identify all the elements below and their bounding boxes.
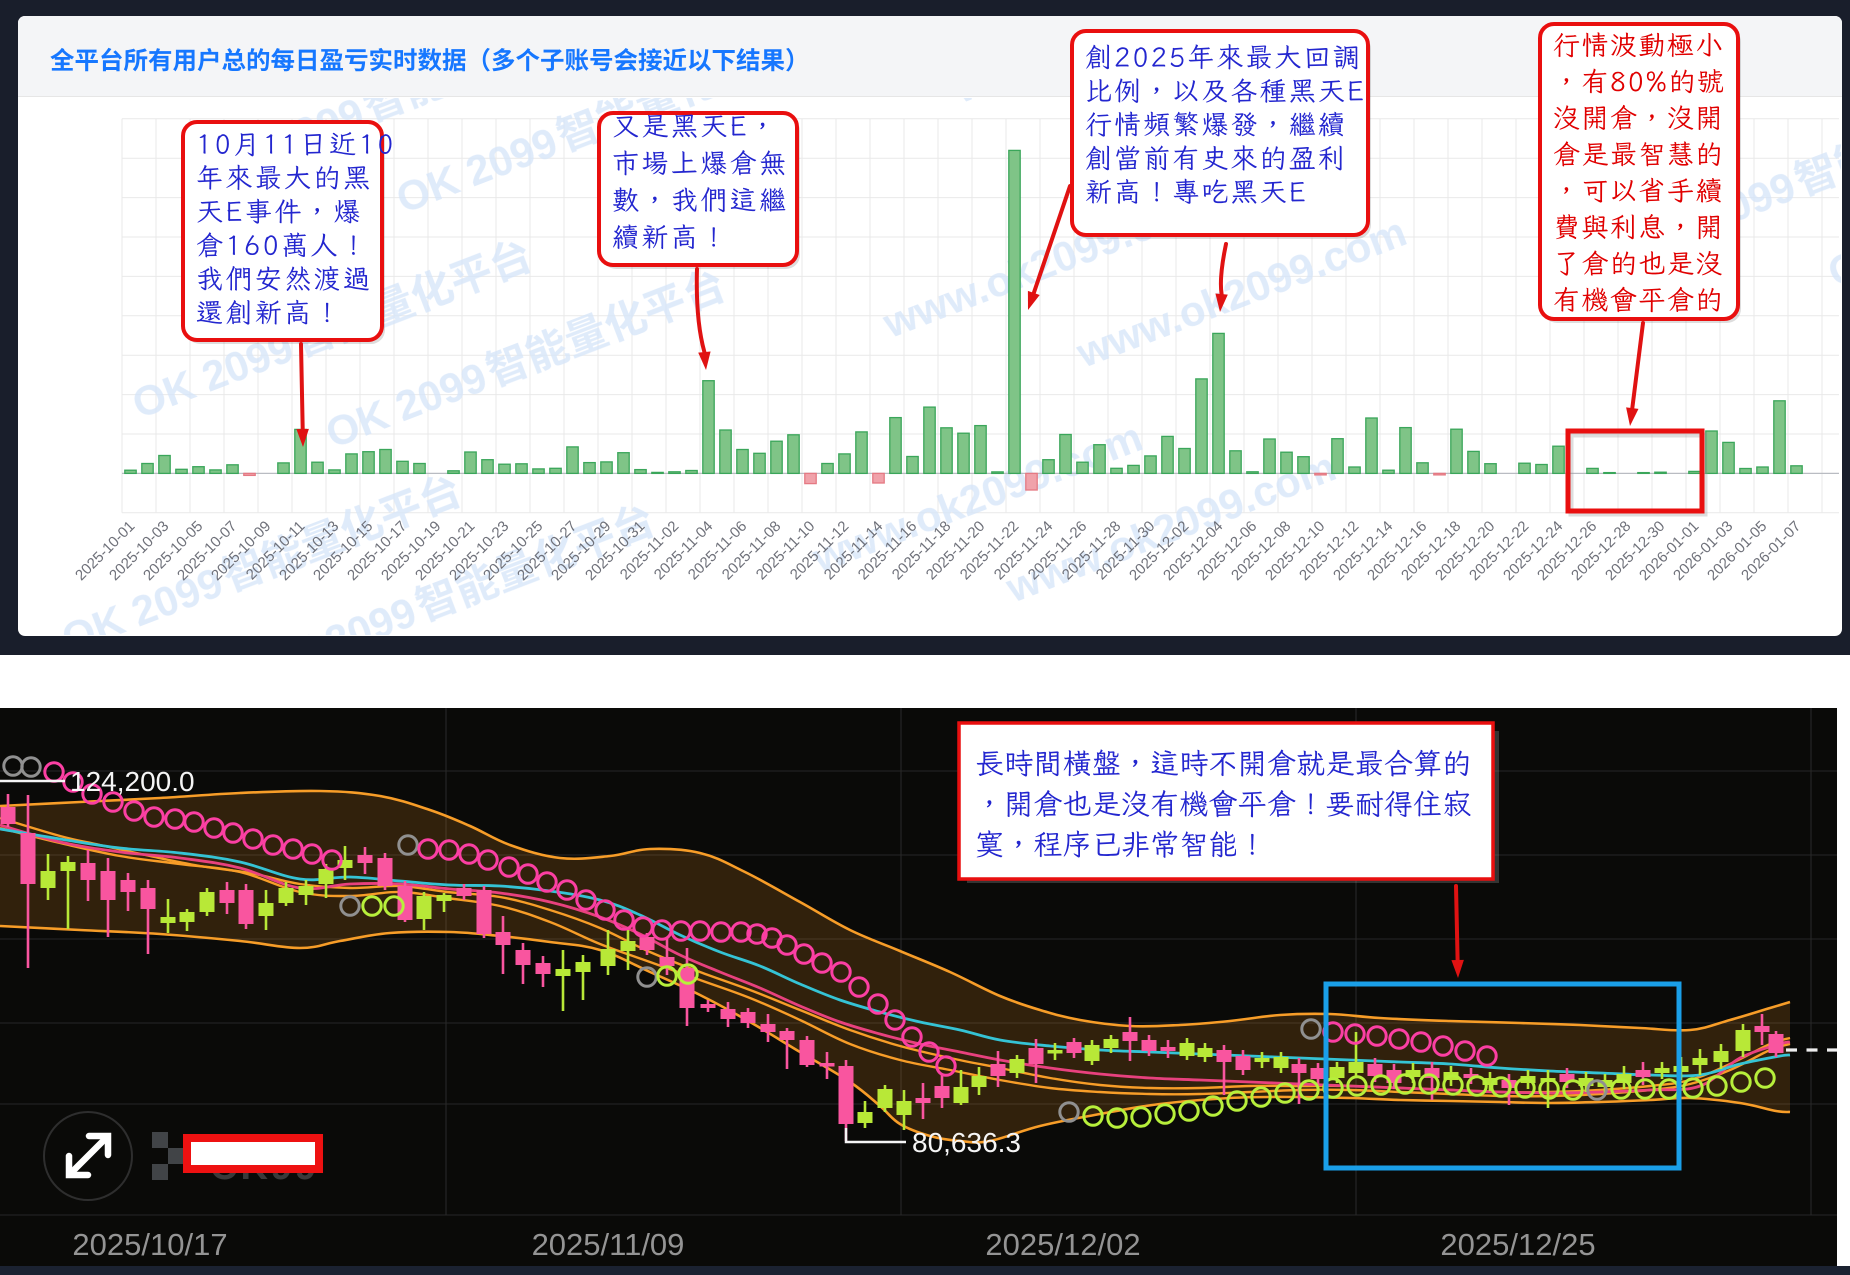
svg-text:2025/10/17: 2025/10/17: [72, 1227, 227, 1262]
svg-text:2025/12/02: 2025/12/02: [985, 1227, 1140, 1262]
svg-text:2025/12/25: 2025/12/25: [1440, 1227, 1595, 1262]
svg-text:124,200.0: 124,200.0: [70, 766, 195, 797]
svg-text:2025/11/09: 2025/11/09: [532, 1227, 685, 1262]
svg-text:80,636.3: 80,636.3: [912, 1127, 1021, 1158]
